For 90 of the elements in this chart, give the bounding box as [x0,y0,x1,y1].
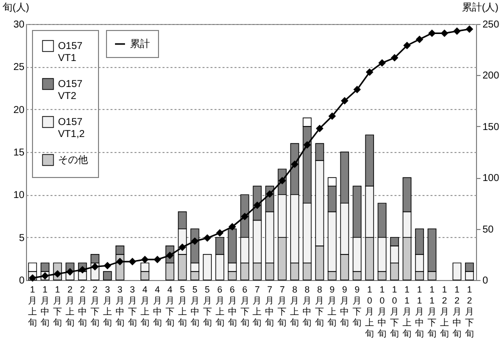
x-tick-label: 5月中旬 [190,284,200,328]
legend-label: その他 [58,154,88,166]
x-tick-label: 12月中旬 [452,284,462,338]
point [204,234,211,242]
y2-tick-label: 100 [482,173,500,184]
y2-tick-label: 50 [482,224,494,236]
x-tick-label: 4月上旬 [140,284,150,328]
y2-axis-title: 累計(人) [462,2,498,14]
y2-tick-label: 250 [482,20,500,30]
x-tick-label: 6月下旬 [240,284,250,328]
bar [452,262,462,280]
point [191,238,198,244]
x-tick-label: 11月下旬 [428,284,436,338]
point [104,262,111,270]
x-tick-label: 10月上旬 [365,284,374,338]
point [378,60,386,66]
x-tick-label: 9月上旬 [328,284,337,328]
legend-label: 累計 [130,38,150,50]
point [29,274,36,282]
x-tick-label: 7月上旬 [252,284,262,328]
point [441,30,448,37]
point [254,202,261,209]
x-tick-label: 1月上旬 [28,284,38,328]
legend-label: O157 VT1 [58,41,83,64]
y-tick-label: 5 [18,232,25,244]
x-tick-label: 6月中旬 [228,284,237,328]
x-tick-label: 9月中旬 [340,284,350,328]
x-tick-label: 11月上旬 [402,284,412,338]
point [416,36,423,43]
point [341,97,348,104]
y2-tick-label: 0 [482,276,488,286]
y-tick-label: 10 [13,190,25,202]
point [466,26,473,32]
y-tick-label: 25 [13,62,25,74]
x-tick-label: 2月中旬 [78,284,87,328]
point [291,160,298,168]
x-tick-label: 9月下旬 [352,284,362,328]
x-tick-label: 12月上旬 [440,284,449,338]
point [404,42,410,49]
x-tick-label: 4月下旬 [165,284,174,328]
x-tick-label: 1月中旬 [40,284,50,328]
point [116,258,124,265]
y-tick-label: 30 [13,20,25,30]
x-tick-label: 5月上旬 [178,284,187,328]
x-tick-label: 3月下旬 [128,284,137,328]
point [154,256,161,263]
y-tick-label: 15 [13,148,25,158]
y-tick-label: 0 [18,276,25,286]
x-tick-label: 12月下旬 [464,284,474,338]
point [316,125,323,132]
y2-tick-label: 150 [482,122,500,133]
bar [202,254,212,280]
point [216,230,224,236]
point [354,86,360,93]
point [241,213,248,220]
x-tick-label: 10月下旬 [390,284,400,338]
x-tick-label: 8月中旬 [302,284,312,328]
legend-label: O157 VT1,2 [58,117,86,140]
x-tick-label: 11月中旬 [415,284,424,338]
point [129,258,136,265]
x-tick-label: 5月下旬 [202,284,212,328]
point [228,223,236,230]
x-tick-label: 3月中旬 [115,284,124,328]
point [266,190,274,198]
point [428,30,436,37]
point [66,268,74,276]
point [391,54,398,62]
legend-label: O157 VT2 [58,79,83,102]
x-tick-label: 3月上旬 [102,284,112,328]
x-tick-label: 7月下旬 [278,284,287,328]
x-tick-label: 4月中旬 [152,284,162,328]
x-tick-label: 2月上旬 [66,284,74,328]
point [92,263,98,270]
point [79,266,86,274]
point [328,112,336,120]
point [366,68,373,76]
y2-tick-label: 200 [482,70,500,82]
y-tick-label: 20 [13,104,25,116]
point [142,256,148,263]
x-tick-label: 7月中旬 [265,284,274,328]
y-axis-title: 旬(人) [2,2,30,14]
x-tick-label: 8月上旬 [290,284,300,328]
point [454,28,460,35]
point [304,141,311,148]
x-tick-label: 1月下旬 [53,284,62,328]
x-tick-label: 8月下旬 [315,284,324,328]
x-tick-label: 6月上旬 [215,284,224,328]
x-tick-label: 10月中旬 [378,284,387,338]
point [179,244,186,251]
x-tick-label: 2月下旬 [90,284,100,328]
